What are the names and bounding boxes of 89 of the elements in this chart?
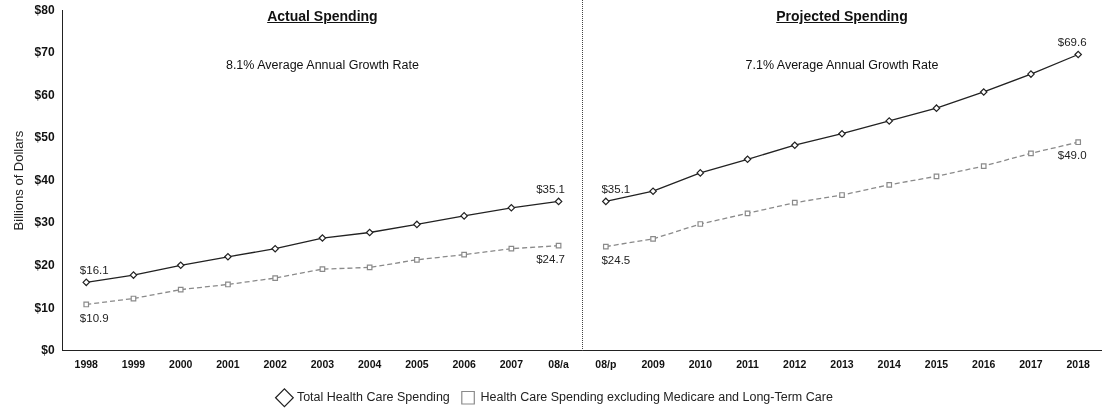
point xyxy=(650,236,656,242)
point xyxy=(1028,150,1034,157)
point xyxy=(979,88,988,96)
data-label: $24.5 xyxy=(601,253,631,266)
point xyxy=(318,234,327,242)
data-label: $69.6 xyxy=(1057,35,1087,48)
y-tick-label: $0 xyxy=(41,343,55,358)
annotation: 8.1% Average Annual Growth Rate xyxy=(225,58,419,72)
point xyxy=(932,104,941,112)
point xyxy=(83,301,90,308)
point xyxy=(82,278,91,287)
legend-label: Total Health Care Spending xyxy=(296,390,450,405)
point xyxy=(838,129,846,138)
point xyxy=(602,197,610,206)
data-label: $16.1 xyxy=(79,263,109,276)
annotation: 7.1% Average Annual Growth Rate xyxy=(745,58,939,72)
point xyxy=(790,141,799,149)
point xyxy=(602,243,609,250)
point xyxy=(460,212,468,220)
x-tick-label: 2013 xyxy=(830,358,854,371)
point xyxy=(649,187,657,195)
point xyxy=(1027,70,1035,78)
legend-label: Health Care Spending excluding Medicare and Long-Term Care xyxy=(480,390,833,405)
x-tick-label: 2002 xyxy=(263,358,288,371)
data-label: $35.1 xyxy=(601,182,631,195)
point xyxy=(225,281,231,288)
point xyxy=(414,256,420,263)
point xyxy=(791,199,798,206)
x-tick-label: 2016 xyxy=(972,358,996,371)
point xyxy=(839,192,845,198)
x-tick-label: 2018 xyxy=(1066,358,1091,371)
point xyxy=(980,163,987,169)
point xyxy=(744,210,751,217)
point xyxy=(271,244,279,253)
y-tick-label: $50 xyxy=(34,130,55,145)
point xyxy=(555,242,562,249)
x-tick-label: 1998 xyxy=(74,358,99,371)
data-label: $24.7 xyxy=(536,252,565,265)
point xyxy=(177,286,184,293)
point xyxy=(507,204,516,212)
x-tick-label: 2014 xyxy=(877,358,902,371)
point xyxy=(176,261,185,270)
point xyxy=(461,251,467,258)
y-axis-title: Billions of Dollars xyxy=(11,130,27,231)
y-tick-label: $70 xyxy=(34,45,55,60)
x-tick-label: 08/a xyxy=(548,358,569,371)
point xyxy=(1075,139,1082,146)
point xyxy=(272,275,279,281)
point xyxy=(933,173,940,180)
x-tick-label: 2003 xyxy=(310,358,335,371)
point xyxy=(413,220,421,229)
point xyxy=(697,221,704,227)
x-tick-label: 2017 xyxy=(1019,358,1043,371)
data-label: $35.1 xyxy=(536,182,565,195)
x-tick-label: 2010 xyxy=(688,358,713,371)
x-tick-label: 2011 xyxy=(736,358,760,371)
data-label: $10.9 xyxy=(79,311,109,324)
data-label: $49.0 xyxy=(1057,149,1087,162)
x-tick-label: 1999 xyxy=(121,358,146,371)
x-tick-label: 2005 xyxy=(405,358,429,371)
point xyxy=(365,228,374,237)
point xyxy=(366,264,373,271)
point xyxy=(554,197,563,206)
x-tick-label: 2004 xyxy=(357,358,382,371)
point xyxy=(1074,50,1082,59)
point xyxy=(696,169,705,177)
x-tick-label: 2015 xyxy=(924,358,949,371)
y-tick-label: $10 xyxy=(34,300,55,315)
x-tick-label: 08/p xyxy=(595,358,617,371)
x-tick-label: 2000 xyxy=(169,358,193,371)
x-tick-label: 2007 xyxy=(499,358,524,371)
y-tick-label: $20 xyxy=(34,258,55,273)
y-tick-label: $60 xyxy=(34,87,55,102)
point xyxy=(319,266,326,272)
point xyxy=(224,252,232,261)
x-tick-label: 2009 xyxy=(641,358,665,371)
y-tick-label: $80 xyxy=(34,2,55,17)
y-tick-label: $40 xyxy=(34,172,55,187)
point xyxy=(129,271,138,279)
point xyxy=(885,117,894,125)
x-tick-label: 2006 xyxy=(452,358,476,371)
x-tick-label: 2001 xyxy=(216,358,240,371)
x-tick-label: 2012 xyxy=(783,358,807,371)
y-tick-label: $30 xyxy=(34,215,55,230)
annotation: Actual Spending xyxy=(267,8,378,24)
point xyxy=(743,155,752,164)
point xyxy=(508,245,515,252)
point xyxy=(886,181,893,188)
annotation: Projected Spending xyxy=(776,8,908,24)
